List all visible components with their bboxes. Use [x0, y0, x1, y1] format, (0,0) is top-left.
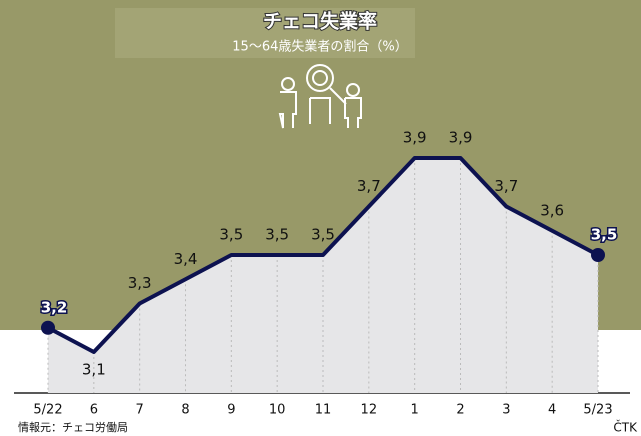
line: [47, 156, 599, 354]
end-point: [591, 248, 605, 262]
x-tick-label: 7: [136, 403, 144, 418]
source: 情報元：チェコ労働局: [18, 420, 128, 434]
value-label: 3,9: [403, 129, 427, 147]
x-tick-label: 9: [227, 403, 235, 418]
value-label: 3,5: [311, 226, 335, 244]
x-tick-label: 1: [411, 403, 419, 418]
value-label: 3,3: [128, 274, 152, 292]
x-tick-label: 12: [361, 403, 378, 418]
value-label: 3,7: [494, 177, 518, 195]
value-label: 3,7: [357, 177, 381, 195]
x-tick-label: 5/23: [583, 403, 612, 418]
x-tick-label: 2: [456, 403, 464, 418]
value-label: 3,5: [591, 226, 618, 244]
value-label: 3,2: [41, 298, 68, 316]
chart-subtitle: 15〜64歳失業者の割合（%）: [232, 39, 407, 55]
icon: [278, 64, 362, 129]
x-tick-label: 10: [269, 403, 286, 418]
x-tick-label: 3: [502, 403, 510, 418]
title-panel: [115, 8, 415, 58]
x-tick-label: 6: [90, 403, 98, 418]
x-tick-label: 11: [315, 403, 332, 418]
chart-title: チェコ失業率: [263, 10, 377, 33]
value-label: 3,5: [265, 226, 289, 244]
value-label: 3,9: [449, 129, 473, 147]
credit: ČTK: [613, 420, 638, 435]
x-tick-label: 4: [548, 403, 556, 418]
value-label: 3,6: [540, 201, 564, 219]
end-point: [41, 320, 55, 335]
x-tick-label: 5/22: [33, 403, 62, 418]
value-label: 3,1: [82, 361, 106, 379]
value-label: 3,4: [174, 250, 198, 268]
value-label: 3,5: [219, 226, 243, 244]
x-tick-label: 8: [181, 403, 189, 418]
